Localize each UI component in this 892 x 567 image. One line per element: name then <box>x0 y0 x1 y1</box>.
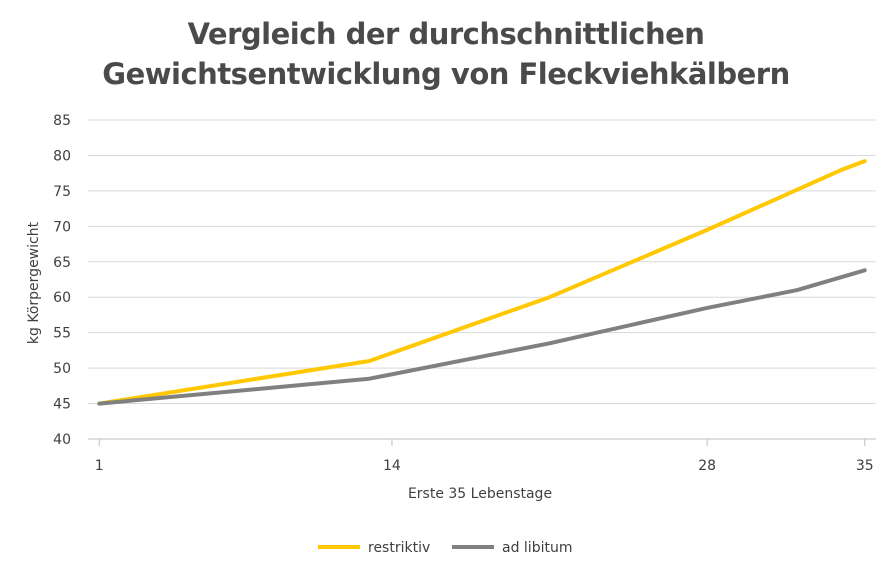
legend-label-2: ad libitum <box>502 540 572 556</box>
y-axis-label: kg Körpergewicht <box>26 221 42 344</box>
series-line-2 <box>97 268 867 406</box>
y-tick-label: 40 <box>53 432 71 448</box>
chart-title-line-2: Gewichtsentwicklung von Fleckviehkälbern <box>102 57 790 91</box>
series-line-1 <box>97 159 867 406</box>
y-tick-label: 70 <box>53 219 71 235</box>
x-axis-ticks: 1 14 28 35 <box>95 439 874 474</box>
x-tick-label: 14 <box>383 458 401 474</box>
y-tick-label: 60 <box>53 290 71 306</box>
y-tick-label: 80 <box>53 148 71 164</box>
y-tick-label: 55 <box>53 326 71 342</box>
y-axis-ticks: 40 45 50 55 60 65 70 75 80 85 <box>53 113 71 448</box>
x-tick-label: 1 <box>95 458 104 474</box>
grid-lines <box>88 119 876 440</box>
series-lines <box>97 159 867 406</box>
legend-label-1: restriktiv <box>368 540 430 556</box>
y-tick-label: 45 <box>53 397 71 413</box>
chart-title-line-1: Vergleich der durchschnittlichen <box>187 17 705 51</box>
y-tick-label: 85 <box>53 113 71 129</box>
chart-title: Vergleich der durchschnittlichen Gewicht… <box>0 14 892 94</box>
legend: restriktiv ad libitum <box>318 540 572 556</box>
y-tick-label: 75 <box>53 184 71 200</box>
x-tick-label: 35 <box>856 458 874 474</box>
x-axis-label: Erste 35 Lebenstage <box>408 486 552 502</box>
y-tick-label: 65 <box>53 255 71 271</box>
y-tick-label: 50 <box>53 361 71 377</box>
x-tick-label: 28 <box>698 458 716 474</box>
